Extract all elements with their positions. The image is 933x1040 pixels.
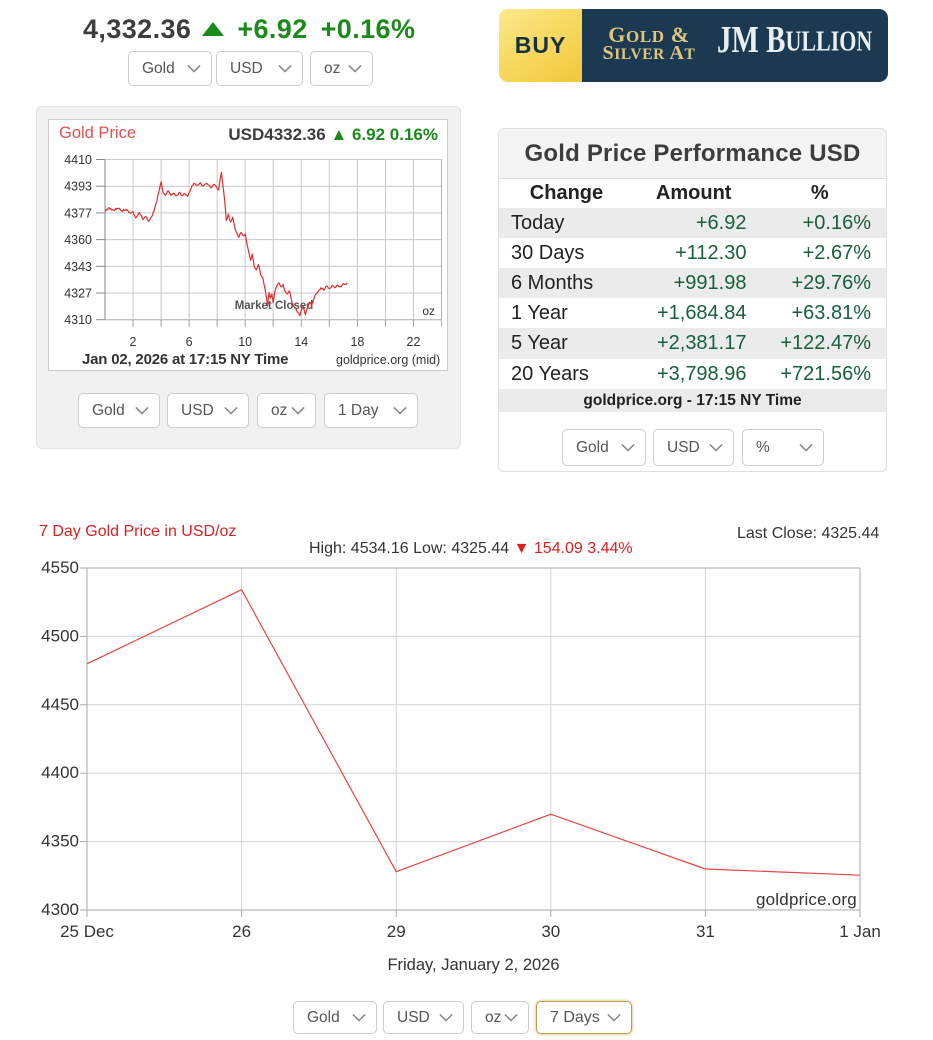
svg-text:4310: 4310	[64, 313, 92, 327]
svg-text:4377: 4377	[64, 206, 92, 220]
svg-text:4360: 4360	[64, 233, 92, 247]
svg-text:14: 14	[294, 335, 308, 349]
svg-text:25 Dec: 25 Dec	[60, 922, 114, 941]
svg-text:4300: 4300	[41, 900, 79, 919]
svg-text:29: 29	[387, 922, 406, 941]
svg-text:4550: 4550	[41, 558, 79, 577]
svg-text:26: 26	[232, 922, 251, 941]
svg-text:4500: 4500	[41, 626, 79, 645]
svg-text:4400: 4400	[41, 763, 79, 782]
svg-text:4450: 4450	[41, 695, 79, 714]
svg-text:4327: 4327	[64, 287, 92, 301]
svg-text:10: 10	[238, 335, 252, 349]
svg-text:1 Jan: 1 Jan	[839, 922, 881, 941]
svg-text:31: 31	[696, 922, 715, 941]
svg-text:4350: 4350	[41, 832, 79, 851]
svg-text:22: 22	[407, 335, 421, 349]
svg-text:18: 18	[350, 335, 364, 349]
svg-text:4410: 4410	[64, 153, 92, 167]
svg-text:2: 2	[130, 335, 137, 349]
svg-text:Market Closed: Market Closed	[235, 300, 314, 312]
svg-text:oz: oz	[422, 304, 435, 318]
svg-text:6: 6	[186, 335, 193, 349]
svg-text:4343: 4343	[64, 260, 92, 274]
svg-text:4393: 4393	[64, 180, 92, 194]
svg-text:30: 30	[541, 922, 560, 941]
